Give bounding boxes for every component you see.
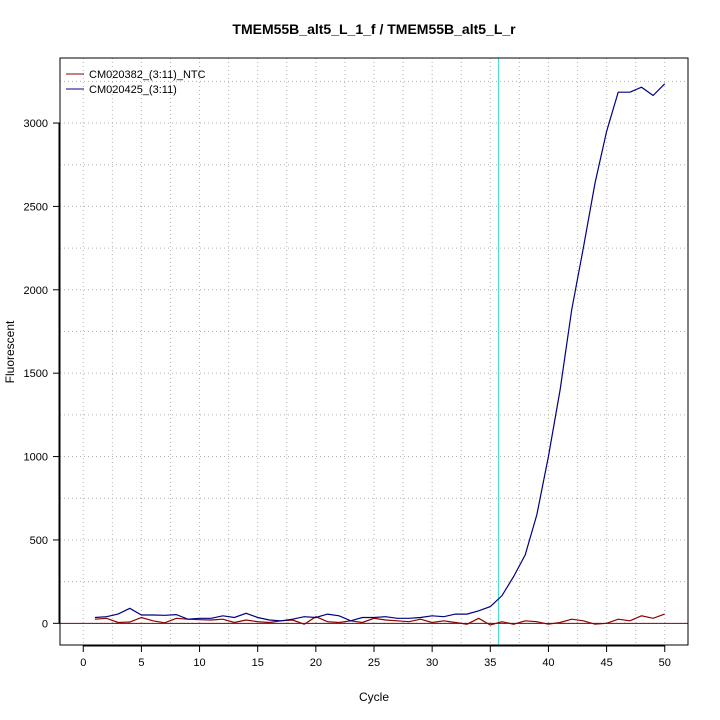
x-tick-label: 0 bbox=[80, 657, 86, 669]
x-tick-label: 5 bbox=[138, 657, 144, 669]
y-tick-label: 500 bbox=[30, 535, 48, 547]
y-tick-label: 1000 bbox=[24, 452, 48, 464]
x-tick-label: 30 bbox=[426, 657, 438, 669]
y-tick-label: 0 bbox=[42, 618, 48, 630]
y-tick-label: 2500 bbox=[24, 201, 48, 213]
legend-label-sample: CM020425_(3:11) bbox=[89, 84, 177, 96]
series-line-sample bbox=[94, 83, 666, 622]
legend-label-ntc: CM020382_(3:11)_NTC bbox=[89, 69, 206, 81]
x-tick-label: 15 bbox=[252, 657, 264, 669]
legend: CM020382_(3:11)_NTC CM020425_(3:11) bbox=[66, 69, 206, 96]
x-tick-label: 40 bbox=[542, 657, 554, 669]
x-tick-label: 35 bbox=[484, 657, 496, 669]
x-axis-label: Cycle bbox=[359, 690, 389, 704]
y-tick-label: 1500 bbox=[24, 368, 48, 380]
chart-title: TMEM55B_alt5_L_1_f / TMEM55B_alt5_L_r bbox=[232, 21, 516, 37]
series-lines bbox=[94, 83, 666, 626]
x-axis: 0 5 10 15 20 25 30 35 40 45 50 bbox=[80, 645, 671, 669]
x-tick-label: 20 bbox=[310, 657, 322, 669]
x-tick-label: 50 bbox=[659, 657, 671, 669]
x-tick-label: 10 bbox=[193, 657, 205, 669]
y-axis: 0 500 1000 1500 2000 2500 3000 bbox=[24, 118, 60, 630]
y-axis-label: Fluorescent bbox=[3, 320, 17, 383]
x-tick-label: 25 bbox=[368, 657, 380, 669]
y-tick-label: 3000 bbox=[24, 118, 48, 130]
x-tick-label: 45 bbox=[600, 657, 612, 669]
grid-lines bbox=[60, 58, 688, 645]
y-tick-label: 2000 bbox=[24, 285, 48, 297]
